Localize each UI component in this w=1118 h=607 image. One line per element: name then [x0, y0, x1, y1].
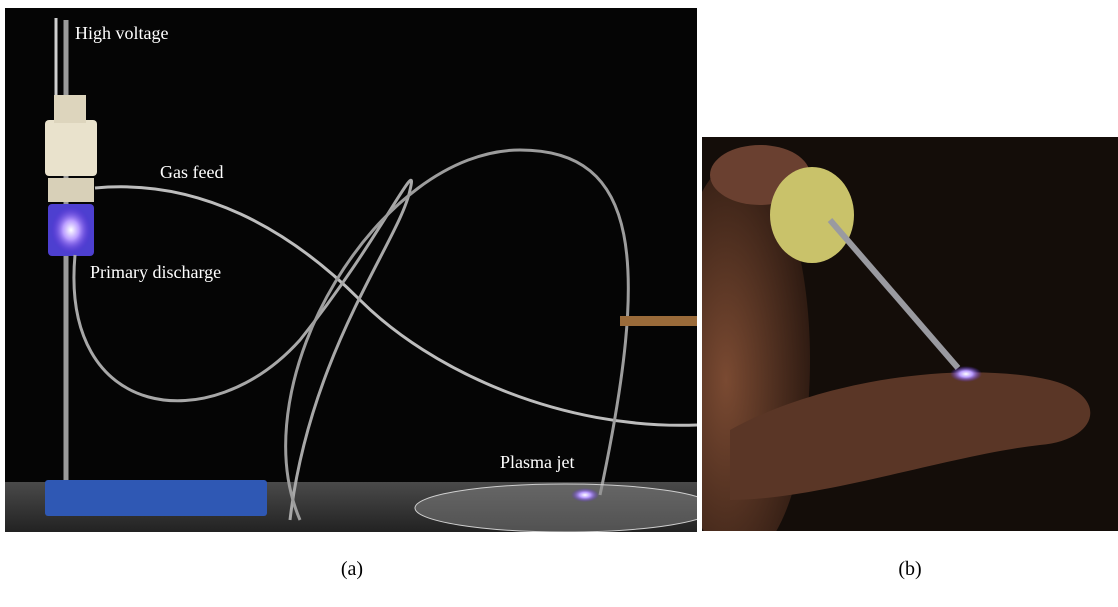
annotation: High voltage	[75, 23, 168, 43]
plasma-jet-glow	[950, 366, 982, 382]
holder-ring	[48, 178, 94, 202]
primary-glow	[51, 206, 91, 254]
photo-b	[670, 137, 1118, 560]
holder-disk	[770, 167, 854, 263]
page: High voltage Gas feed Primary discharge …	[0, 0, 1118, 607]
holder	[45, 120, 97, 176]
caption: (b)	[898, 558, 921, 580]
plasma-jet-glow	[571, 488, 599, 502]
figure: High voltage Gas feed Primary discharge …	[0, 0, 1118, 607]
holder-cap	[54, 95, 86, 123]
clamp	[620, 316, 697, 326]
stand-base	[45, 480, 267, 516]
annotation: Plasma jet	[500, 452, 575, 472]
caption: (a)	[341, 558, 363, 580]
annotation: Primary discharge	[90, 262, 221, 282]
target-plate	[415, 484, 715, 532]
annotation: Gas feed	[160, 162, 223, 182]
